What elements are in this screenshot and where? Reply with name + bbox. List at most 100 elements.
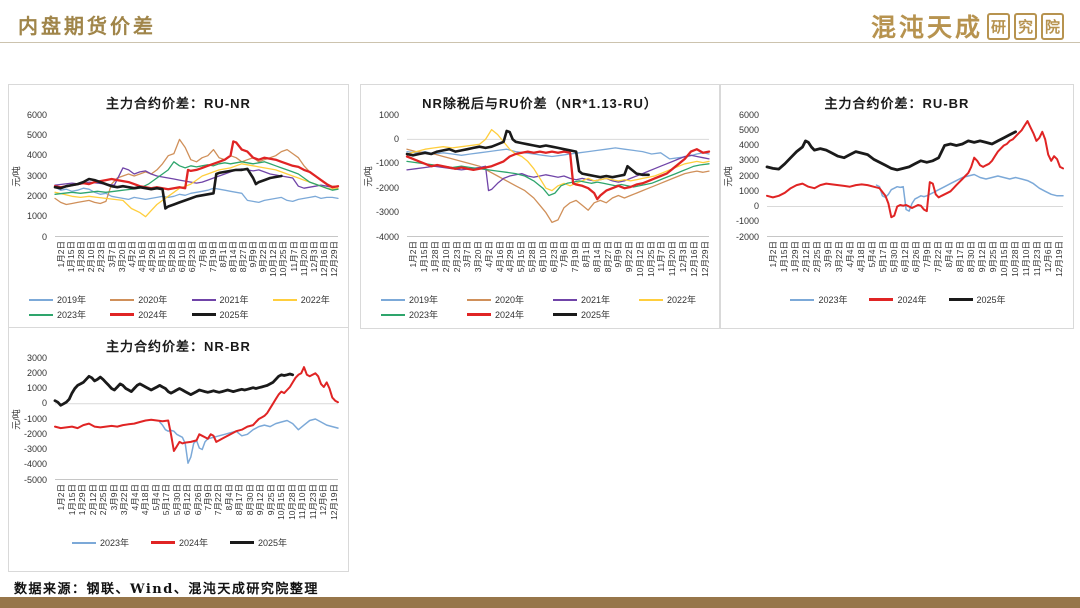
y-axis-tick: 4000 xyxy=(26,150,47,161)
y-axis-tick: 0 xyxy=(41,231,47,242)
x-axis-label: 11月20日 xyxy=(667,241,678,277)
x-axis-label: 5月17日 xyxy=(878,241,889,273)
legend-swatch xyxy=(230,541,255,544)
x-axis-label: 4月29日 xyxy=(147,241,158,273)
legend-swatch xyxy=(467,313,491,316)
legend-label: 2024年 xyxy=(178,538,209,548)
legend-label: 2019年 xyxy=(57,295,87,305)
x-axis-label: 8月17日 xyxy=(954,241,965,273)
x-axis-label: 4月18日 xyxy=(140,484,151,516)
x-axis-label: 6月10日 xyxy=(177,241,188,273)
y-axis-tick: -1000 xyxy=(375,158,399,169)
legend-swatch xyxy=(869,298,894,301)
legend-item: 2025年 xyxy=(180,308,261,321)
x-axis-label: 2月12日 xyxy=(87,484,98,516)
y-axis-tick: -3000 xyxy=(375,207,399,218)
chart-panel-ru-nr: 主力合约价差：RU-NR 元/吨 6000 5000 4000 3000 2000 1000 0… xyxy=(8,84,349,329)
legend-swatch xyxy=(381,298,405,301)
y-axis-tick: 0 xyxy=(393,133,399,144)
legend-item: 2023年 xyxy=(790,293,847,306)
x-axis-label: 9月22日 xyxy=(624,241,635,273)
y-axis-tick: -2000 xyxy=(23,428,47,439)
x-axis-label: 3月7日 xyxy=(106,241,117,268)
x-axis-label: 12月16日 xyxy=(318,241,329,277)
legend-label: 2021年 xyxy=(581,295,611,305)
x-axis-label: 1月29日 xyxy=(790,241,801,273)
x-axis-label: 12月6日 xyxy=(318,484,329,516)
x-axis-label: 5月30日 xyxy=(171,484,182,516)
x-axis-label: 10月25日 xyxy=(278,241,289,277)
legend-label: 2025年 xyxy=(581,310,611,320)
series-line-2023年 xyxy=(158,418,339,464)
legend-swatch xyxy=(467,298,491,301)
legend-swatch xyxy=(29,298,53,301)
x-axis-label: 4月2日 xyxy=(126,241,137,268)
x-axis-label: 11月7日 xyxy=(288,241,299,272)
x-axis-label: 5月17日 xyxy=(161,484,172,516)
x-axis-label: 9月9日 xyxy=(248,241,259,268)
legend-item: 2019年 xyxy=(17,293,98,306)
x-axis-label: 4月2日 xyxy=(483,241,494,268)
legend-item: 2024年 xyxy=(455,308,541,321)
x-axis-label: 7月22日 xyxy=(213,484,224,516)
chart-panel-nr-tax-ru: NR除税后与RU价差（NR*1.13-RU） 元/吨 1000 0 -1000 -2000… xyxy=(360,84,720,329)
y-axis-tick: 3000 xyxy=(738,155,759,166)
x-axis-label: 7月19日 xyxy=(207,241,218,273)
x-axis-label: 1月28日 xyxy=(76,241,87,273)
series-line-2025年 xyxy=(53,167,283,210)
x-axis-label: 10月28日 xyxy=(286,484,297,520)
y-axis-tick: 3000 xyxy=(26,170,47,181)
legend-swatch xyxy=(29,313,53,316)
x-axis-label: 12月29日 xyxy=(328,241,339,277)
x-axis-label: 5月30日 xyxy=(889,241,900,273)
legend-label: 2024年 xyxy=(138,310,168,320)
series-line-2025年 xyxy=(53,372,295,407)
x-axis-label: 10月25日 xyxy=(645,241,656,277)
x-axis-label: 12月19日 xyxy=(328,484,339,520)
y-axis-tick: -3000 xyxy=(23,444,47,454)
x-axis-label: 3月20日 xyxy=(116,241,127,273)
x-axis-label: 8月4日 xyxy=(223,484,234,511)
x-axis-label: 11月7日 xyxy=(656,241,667,272)
x-axis-label: 1月29日 xyxy=(77,484,88,516)
chart-title: 主力合约价差：RU-NR xyxy=(106,96,251,111)
x-axis-label: 6月23日 xyxy=(548,241,559,273)
x-axis-label: 3月20日 xyxy=(473,241,484,273)
x-axis-label: 3月7日 xyxy=(462,241,473,268)
legend-item: 2023年 xyxy=(71,536,129,549)
x-axis-label: 7月9日 xyxy=(921,241,932,268)
series-line-2022年 xyxy=(406,128,710,192)
series-line-2025年 xyxy=(405,129,650,179)
x-axis-label: 2月23日 xyxy=(451,241,462,273)
series-line-2025年 xyxy=(765,130,1018,172)
x-axis-label: 2月10日 xyxy=(440,241,451,273)
legend: 2019年 2020年 2021年 2022年 2023年 2024年 2025年 xyxy=(369,293,713,321)
legend-swatch xyxy=(110,298,135,301)
logo-box-char-2: 究 xyxy=(1013,12,1037,40)
legend-label: 2025年 xyxy=(219,310,249,320)
legend-item: 2020年 xyxy=(455,293,541,306)
x-axis-label: 2月23日 xyxy=(96,241,107,273)
x-axis-label: 10月15日 xyxy=(998,241,1009,277)
series-line-2021年 xyxy=(54,167,339,189)
chart-title: NR除税后与RU价差（NR*1.13-RU） xyxy=(422,96,658,111)
y-axis-tick: 0 xyxy=(753,201,759,211)
x-axis-label: 8月30日 xyxy=(244,484,255,516)
logo: 混沌天成 研 究 院 xyxy=(871,8,1064,44)
header-divider xyxy=(0,42,1080,43)
x-axis-label: 9月12日 xyxy=(976,241,987,273)
page-title: 内盘期货价差 xyxy=(18,14,156,38)
x-axis-label: 8月27日 xyxy=(237,241,248,273)
y-axis-tick: 1000 xyxy=(378,109,399,120)
x-axis-label: 6月26日 xyxy=(911,241,921,273)
x-axis-label: 4月16日 xyxy=(494,241,505,273)
plot-area xyxy=(765,120,1064,237)
x-axis-label: 10月12日 xyxy=(634,241,645,277)
x-axis-label: 1月28日 xyxy=(429,241,440,273)
x-axis-label: 6月26日 xyxy=(192,484,203,516)
legend-label: 2024年 xyxy=(897,295,927,305)
x-axis-label: 11月10日 xyxy=(297,484,308,520)
y-axis-tick: 1000 xyxy=(738,185,759,196)
x-axis-label: 3月22日 xyxy=(834,241,845,273)
legend: 2023年 2024年 2025年 xyxy=(729,293,1067,306)
